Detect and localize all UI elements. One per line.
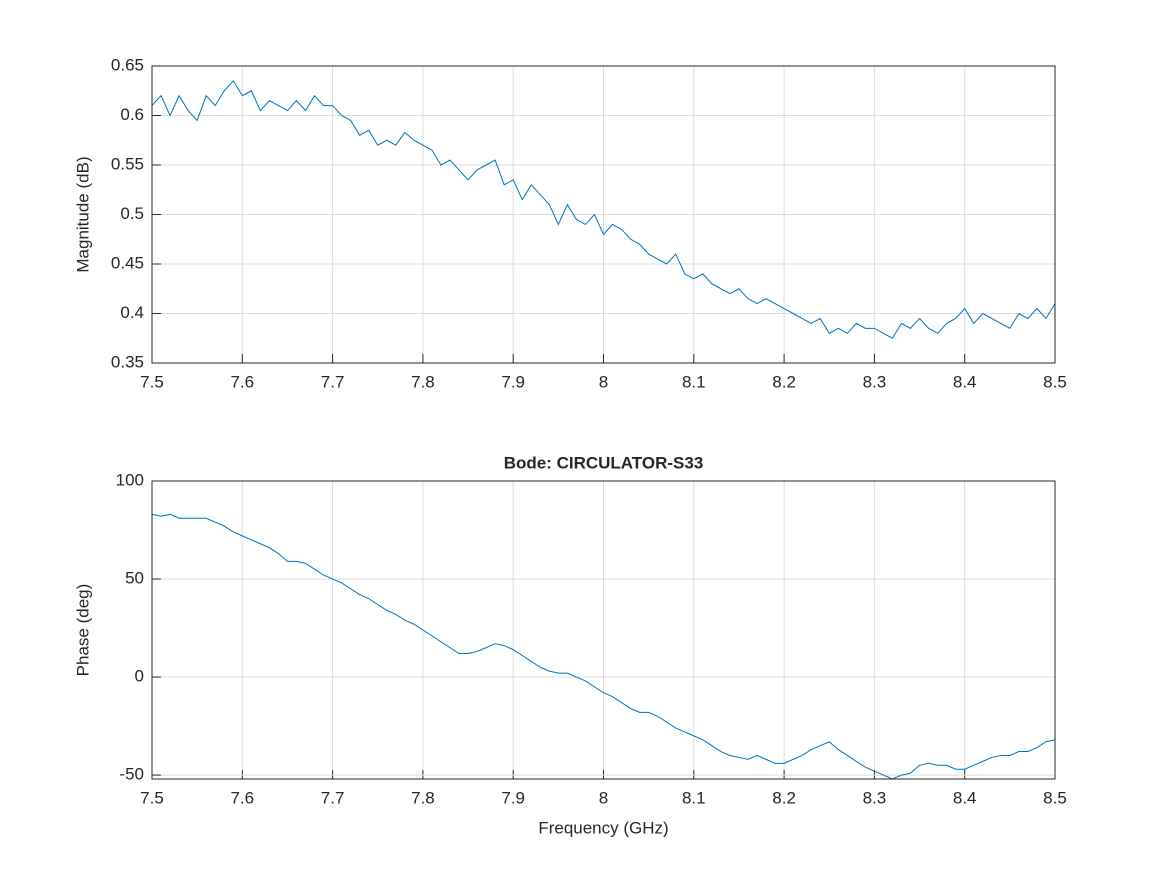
y-tick-label: 0.35 (111, 352, 144, 371)
y-tick-label: 0.65 (111, 55, 144, 74)
y-tick-label: 0.45 (111, 253, 144, 272)
x-tick-label: 7.5 (140, 788, 164, 807)
x-tick-label: 7.9 (501, 788, 525, 807)
y-axis-label: Phase (deg) (73, 584, 92, 677)
x-tick-label: 7.7 (321, 372, 345, 391)
x-tick-label: 8.5 (1043, 372, 1067, 391)
chart-title: Bode: CIRCULATOR-S33 (504, 453, 704, 472)
y-axis-label: Magnitude (dB) (73, 156, 92, 272)
x-tick-label: 8.1 (682, 372, 706, 391)
x-axis-label: Frequency (GHz) (538, 818, 668, 837)
x-tick-label: 8.4 (953, 788, 977, 807)
y-tick-label: 0.6 (120, 105, 144, 124)
y-tick-label: 0 (135, 667, 144, 686)
data-line (151, 80, 1056, 339)
y-tick-label: 0.5 (120, 204, 144, 223)
x-tick-label: 7.6 (230, 372, 254, 391)
y-tick-label: 100 (116, 470, 144, 489)
x-tick-label: 7.7 (321, 788, 345, 807)
axes-box (151, 65, 1056, 364)
x-tick-label: 7.5 (140, 372, 164, 391)
x-tick-label: 8.3 (863, 788, 887, 807)
x-tick-label: 8.4 (953, 372, 977, 391)
x-tick-label: 8.1 (682, 788, 706, 807)
x-tick-label: 8.2 (772, 372, 796, 391)
x-tick-label: 7.8 (411, 788, 435, 807)
x-tick-label: 7.9 (501, 372, 525, 391)
x-tick-label: 8 (599, 372, 608, 391)
x-tick-label: 7.8 (411, 372, 435, 391)
axes-box (151, 480, 1056, 780)
x-tick-label: 7.6 (230, 788, 254, 807)
data-line (151, 513, 1056, 780)
x-tick-label: 8.2 (772, 788, 796, 807)
y-tick-label: -50 (119, 765, 144, 784)
y-tick-label: 50 (125, 569, 144, 588)
y-tick-label: 0.55 (111, 154, 144, 173)
y-tick-label: 0.4 (120, 303, 144, 322)
x-tick-label: 8 (599, 788, 608, 807)
x-tick-label: 8.3 (863, 372, 887, 391)
x-tick-label: 8.5 (1043, 788, 1067, 807)
